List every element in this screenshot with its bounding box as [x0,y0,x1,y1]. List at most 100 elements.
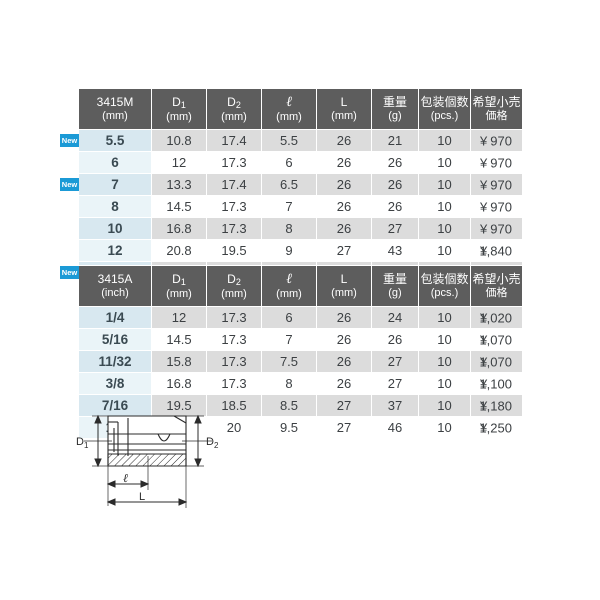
col-header-ell-title: ℓ [286,94,292,110]
price-amount: 1,070 [479,332,512,347]
cell-ell: 6 [261,306,317,329]
cell-weight: 21 [371,129,419,152]
col-header-pack-title: 包装個数 [420,95,469,109]
col-header-model: 3415A (inch) [78,265,152,307]
col-header-d1-sub: 1 [180,276,186,287]
table-row[interactable]: 5/16 14.5 17.3 7 26 26 10 ¥1,070 [78,328,523,351]
cell-pack: 10 [418,173,471,196]
cell-pack: 10 [418,217,471,240]
col-header-length-unit: (mm) [331,110,357,122]
dimension-label-d1-text: D [76,436,84,448]
col-header-length-title: L [340,95,348,109]
col-header-model-title: 3415A [97,272,133,286]
cell-d2: 19.5 [206,239,262,262]
cell-length: 26 [316,372,372,395]
table-row[interactable]: 3/8 16.8 17.3 8 26 27 10 ¥1,100 [78,372,523,395]
cell-d1: 14.5 [151,328,207,351]
table-metric-body: 5.5 10.8 17.4 5.5 26 21 10 ¥970 6 12 17.3 6 26 26 10 ¥9… [78,129,523,284]
price-amount: 970 [490,133,512,148]
cell-pack: 10 [418,372,471,395]
price-currency: ¥ [480,155,488,170]
cell-ell: 5.5 [261,129,317,152]
cell-length: 27 [316,394,372,417]
cell-size: 7 [78,173,152,196]
cell-price: ¥970 [470,151,523,174]
cell-pack: 10 [418,394,471,417]
dimension-label-d1-sub: 1 [84,441,89,450]
col-header-ell-unit: (mm) [276,287,302,300]
cell-ell: 8 [261,372,317,395]
price-currency: ¥ [480,420,488,435]
cell-d2: 17.3 [206,306,262,329]
col-header-ell: ℓ (mm) [261,88,317,130]
table-row[interactable]: 8 14.5 17.3 7 26 26 10 ¥970 [78,195,523,218]
cell-size: 5.5 [78,129,152,152]
cell-ell: 7.5 [261,350,317,373]
col-header-pack-title: 包装個数 [420,272,469,286]
col-header-model: 3415M (mm) [78,88,152,130]
cell-weight: 27 [371,350,419,373]
price-amount: 1,250 [479,420,512,435]
price-amount: 1,020 [479,310,512,325]
col-header-d1: D1 (mm) [151,265,207,307]
cell-d2: 17.4 [206,129,262,152]
col-header-d2: D2 (mm) [206,265,262,307]
cell-ell: 7 [261,195,317,218]
col-header-d2-sub: 2 [235,276,241,287]
table-row[interactable]: 7/16 19.5 18.5 8.5 27 37 10 ¥1,180 [78,394,523,417]
table-row[interactable]: 5.5 10.8 17.4 5.5 26 21 10 ¥970 [78,129,523,152]
cell-pack: 10 [418,195,471,218]
price-currency: ¥ [480,221,488,236]
cell-size: 12 [78,239,152,262]
col-header-weight: 重量 (g) [371,88,419,130]
table-row[interactable]: 11/32 15.8 17.3 7.5 26 27 10 ¥1,070 [78,350,523,373]
cell-pack: 10 [418,328,471,351]
col-header-weight-title: 重量 [382,272,407,286]
table-row[interactable]: 12 20.8 19.5 9 27 43 10 ¥1,840 [78,239,523,262]
price-amount: 970 [490,177,512,192]
col-header-pack-unit: (pcs.) [430,287,459,299]
col-header-length: L (mm) [316,88,372,130]
cell-size: 6 [78,151,152,174]
col-header-model-unit: (mm) [102,110,128,122]
cell-pack: 10 [418,151,471,174]
cell-length: 26 [316,151,372,174]
cell-price: ¥1,020 [470,306,523,329]
table-row[interactable]: 1/4 12 17.3 6 26 24 10 ¥1,020 [78,306,523,329]
cell-price: ¥1,840 [470,239,523,262]
cell-price: ¥1,100 [470,372,523,395]
price-amount: 970 [490,221,512,236]
cell-d2: 17.3 [206,350,262,373]
col-header-length-title: L [340,272,348,286]
cell-size: 5/16 [78,328,152,351]
spec-table-metric: 3415M (mm) D1 (mm) D2 (mm) ℓ (mm) [78,88,523,284]
cell-d2: 18.5 [206,394,262,417]
spec-table-inch: 3415A (inch) D1 (mm) D2 (mm) ℓ (mm) [78,265,523,439]
cell-d2: 17.3 [206,151,262,174]
col-header-pack: 包装個数 (pcs.) [418,265,471,307]
table-row[interactable]: 6 12 17.3 6 26 26 10 ¥970 [78,151,523,174]
price-currency: ¥ [480,177,488,192]
col-header-d1-title: D [172,271,181,286]
dimension-label-ell: ℓ [123,471,128,485]
dimension-label-d1: D1 [76,436,89,450]
new-badge: New [60,266,79,279]
price-currency: ¥ [480,332,488,347]
table-row[interactable]: 7 13.3 17.4 6.5 26 26 10 ¥970 [78,173,523,196]
cell-ell: 7 [261,328,317,351]
cell-length: 26 [316,173,372,196]
col-header-d2-title: D [227,94,236,109]
col-header-price-unit: 価格 [485,287,508,299]
col-header-weight-title: 重量 [382,95,407,109]
table-row[interactable]: 10 16.8 17.3 8 26 27 10 ¥970 [78,217,523,240]
col-header-d1-unit: (mm) [166,110,192,123]
col-header-ell-title: ℓ [286,271,292,287]
cell-d1: 15.8 [151,350,207,373]
dimension-label-d2-sub: 2 [214,441,219,450]
cell-d2: 17.3 [206,195,262,218]
dimension-d1 [84,414,112,468]
cell-ell: 9 [261,239,317,262]
cell-pack: 10 [418,239,471,262]
cell-size: 3/8 [78,372,152,395]
cell-d1: 20.8 [151,239,207,262]
